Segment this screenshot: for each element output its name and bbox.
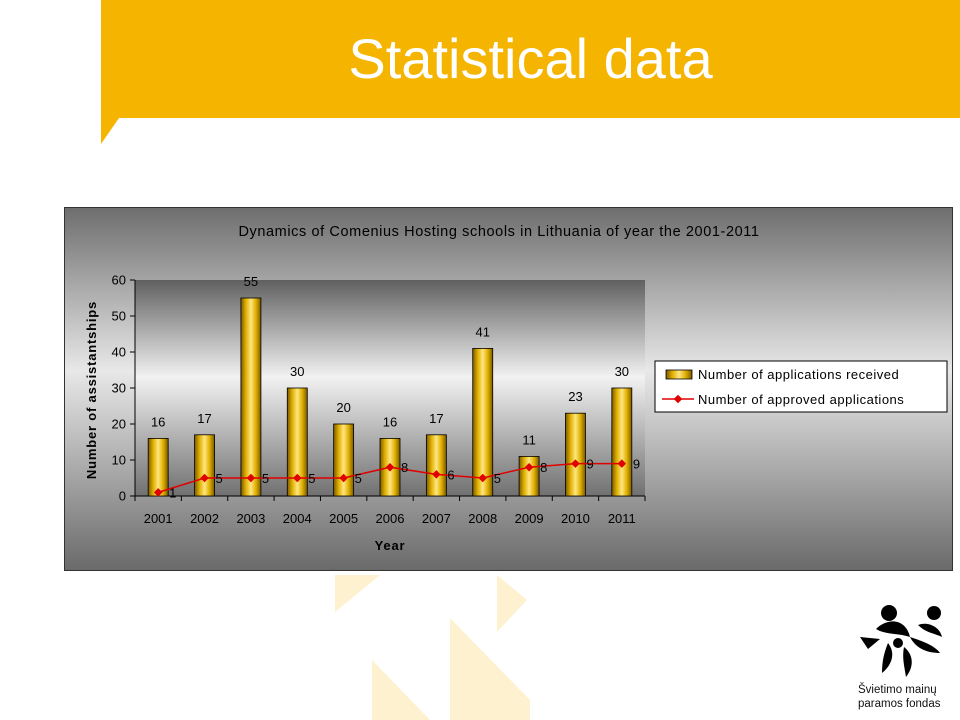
- line-point: [385, 462, 395, 472]
- bar: [425, 434, 447, 497]
- x-tick-label: 2001: [144, 511, 173, 526]
- x-tick-label: 2006: [376, 511, 405, 526]
- line-data-label: 5: [355, 471, 362, 486]
- line-data-label: 9: [586, 457, 593, 472]
- x-tick-label: 2007: [422, 511, 451, 526]
- bar-data-label: 30: [290, 364, 304, 379]
- legend-label-approved: Number of approved applications: [698, 392, 904, 407]
- y-tick-label: 0: [119, 489, 126, 504]
- line-point: [246, 473, 256, 483]
- y-tick-label: 10: [112, 453, 126, 468]
- bar: [518, 455, 540, 497]
- people-figures-logo-icon: [860, 605, 942, 677]
- chart: Dynamics of Comenius Hosting schools in …: [65, 208, 952, 570]
- bar-data-label: 41: [475, 324, 489, 339]
- y-tick-label: 30: [112, 381, 126, 396]
- legend-box: [654, 360, 948, 413]
- bar: [333, 423, 355, 497]
- bar-data-label: 55: [244, 274, 258, 289]
- line-data-label: 1: [169, 485, 176, 500]
- x-axis-label: Year: [375, 538, 406, 553]
- line-data-label: 6: [447, 467, 454, 482]
- y-axis-label: Number of assistantships: [84, 301, 99, 479]
- bar-data-label: 16: [151, 414, 165, 429]
- y-tick-label: 40: [112, 345, 126, 360]
- logo-text-line1: Švietimo mainų: [858, 684, 937, 696]
- logo-text-line2: paramos fondas: [858, 698, 941, 710]
- line-point: [153, 488, 163, 497]
- line-data-label: 5: [494, 471, 501, 486]
- line-point: [200, 473, 209, 483]
- legend-line-marker: [673, 394, 683, 404]
- line-data-label: 5: [308, 471, 315, 486]
- logo-text: Švietimo mainų paramos fondas: [858, 683, 940, 711]
- chart-title: Dynamics of Comenius Hosting schools in …: [238, 224, 759, 240]
- x-tick-label: 2003: [236, 511, 265, 526]
- bar-data-label: 23: [568, 389, 582, 404]
- legend: Number of applications received Number o…: [654, 360, 948, 413]
- x-tick-label: 2009: [515, 511, 544, 526]
- bar-data-label: 11: [522, 432, 536, 447]
- y-tick-label: 50: [112, 309, 126, 324]
- bar-data-label: 20: [336, 400, 350, 415]
- y-tick-label: 20: [112, 417, 126, 432]
- legend-label-received: Number of applications received: [698, 367, 899, 382]
- line-data-label: 5: [216, 471, 223, 486]
- bar-data-label: 30: [615, 364, 629, 379]
- line-point: [478, 473, 487, 483]
- bar-data-label: 17: [429, 411, 443, 426]
- bar: [194, 434, 215, 497]
- bar: [240, 297, 262, 497]
- line-data-label: 9: [633, 457, 640, 472]
- x-tick-label: 2008: [468, 511, 497, 526]
- line-data-label: 5: [262, 471, 269, 486]
- header-notch: [101, 118, 119, 144]
- bar: [611, 387, 633, 497]
- line-point: [293, 473, 302, 483]
- bar: [565, 412, 586, 497]
- line-point: [617, 459, 627, 468]
- line-data-label: 8: [401, 460, 408, 475]
- chart-frame: Dynamics of Comenius Hosting schools in …: [64, 207, 953, 571]
- bar-data-label: 17: [197, 411, 211, 426]
- line-data-label: 8: [540, 460, 547, 475]
- x-tick-label: 2004: [283, 511, 312, 526]
- logo: [848, 597, 960, 720]
- bar: [147, 437, 169, 497]
- x-tick-label: 2011: [608, 511, 636, 526]
- slide-title: Statistical data: [348, 27, 713, 90]
- legend-bar-swatch: [665, 369, 693, 380]
- x-tick-label: 2010: [561, 511, 590, 526]
- line-point: [524, 462, 534, 472]
- line-point: [339, 473, 348, 483]
- y-tick-label: 60: [112, 273, 126, 288]
- line-point: [571, 459, 580, 468]
- x-tick-label: 2005: [329, 511, 358, 526]
- header-band: [101, 0, 960, 118]
- bar: [286, 387, 308, 497]
- bar: [472, 347, 494, 497]
- x-tick-label: 2002: [190, 511, 219, 526]
- bar-data-label: 16: [383, 414, 397, 429]
- line-point: [432, 470, 441, 479]
